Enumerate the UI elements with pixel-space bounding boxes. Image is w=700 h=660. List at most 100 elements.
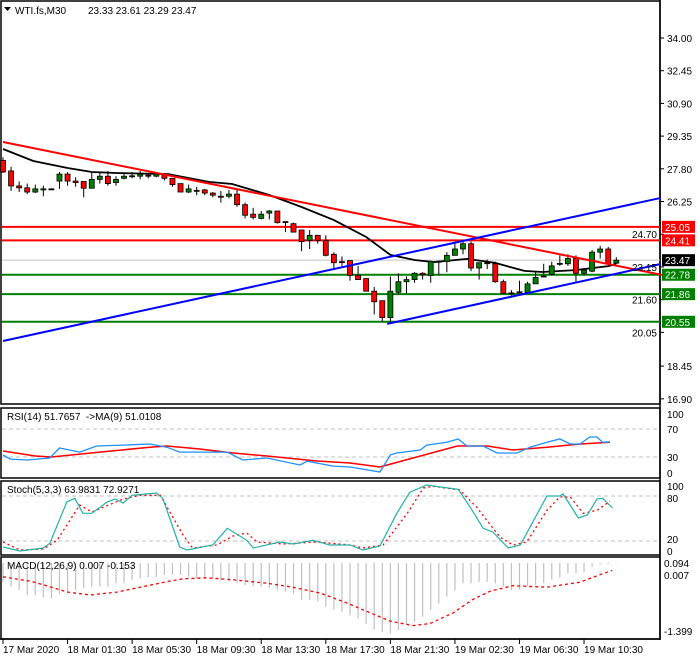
- candle: [72, 177, 79, 187]
- candle: [339, 256, 345, 266]
- stoch-main-line: [2, 484, 613, 552]
- candle: [121, 173, 127, 180]
- candle: [96, 171, 103, 184]
- candle-body: [460, 243, 466, 250]
- candle-body: [476, 262, 483, 269]
- candle: [137, 170, 144, 180]
- candle: [452, 243, 458, 256]
- candle-body: [129, 175, 136, 178]
- candle: [16, 181, 23, 193]
- candle: [597, 245, 604, 259]
- rsi-title: RSI(14) 51.7657 ->MA(9) 51.0108: [7, 412, 162, 423]
- candle-body: [105, 175, 111, 184]
- candle: [484, 259, 491, 270]
- candle: [193, 186, 200, 196]
- price-level-tag-label: 25.05: [665, 223, 690, 234]
- candle-body: [387, 290, 394, 318]
- candle: [330, 252, 337, 268]
- price-level-tag: [662, 220, 695, 233]
- candle: [274, 210, 281, 224]
- moving-average-line: [2, 148, 617, 273]
- candle: [298, 229, 305, 252]
- candle-body: [153, 173, 160, 177]
- price-axis-label: 20.05: [632, 328, 657, 339]
- candle: [201, 188, 208, 196]
- candle-body: [72, 180, 79, 183]
- price-axis-label: 21.60: [632, 296, 657, 307]
- candle-body: [298, 229, 305, 243]
- candle-body: [508, 292, 515, 295]
- candle-body: [613, 259, 620, 264]
- macd-panel[interactable]: [0, 556, 661, 640]
- candle-body: [250, 213, 257, 218]
- candle-body: [48, 188, 55, 191]
- price-axis-label: 18.45: [667, 362, 692, 373]
- macd-signal-line: [2, 569, 613, 627]
- candle-body: [355, 274, 361, 280]
- candle-body: [573, 258, 579, 274]
- candle-body: [56, 173, 63, 182]
- stoch-axis-label: 0: [667, 547, 673, 558]
- trendline: [2, 141, 663, 276]
- macd-axis-label: 0.007: [664, 571, 689, 582]
- candle-body: [395, 281, 402, 293]
- candle-body: [121, 175, 127, 179]
- time-axis-label: 17 Mar 2020: [3, 645, 60, 656]
- stoch-axis-label: 80: [667, 494, 679, 505]
- candle: [314, 234, 321, 244]
- candle: [282, 221, 289, 233]
- current-price-tag: [662, 254, 695, 267]
- candle-body: [314, 234, 321, 241]
- time-axis-label: 19 Mar 06:30: [519, 645, 578, 656]
- candle: [80, 181, 87, 198]
- candle: [379, 300, 386, 322]
- trendline: [386, 263, 661, 325]
- stoch-title: Stoch(5,3,3) 63.9831 72.9271: [7, 485, 140, 496]
- candle-body: [113, 178, 119, 183]
- candle-body: [581, 269, 587, 274]
- candle-body: [169, 177, 176, 186]
- main-price-panel[interactable]: [0, 0, 661, 405]
- candle-body: [419, 272, 426, 276]
- candle: [8, 166, 14, 191]
- candle: [258, 211, 265, 220]
- candle: [476, 262, 483, 280]
- candle-body: [548, 265, 555, 275]
- candle-body: [258, 213, 265, 219]
- price-axis-label: 34.00: [667, 34, 692, 45]
- price-level-tag: [662, 288, 695, 301]
- candle-body: [322, 240, 329, 256]
- rsi-panel[interactable]: [0, 407, 661, 479]
- candle: [605, 246, 612, 265]
- candle: [169, 177, 176, 187]
- candle-body: [524, 283, 531, 293]
- candle: [492, 261, 499, 283]
- candle-body: [40, 188, 47, 191]
- time-axis-label: 18 Mar 21:30: [390, 645, 449, 656]
- time-axis-label: 18 Mar 09:30: [197, 645, 256, 656]
- candle-body: [371, 290, 378, 303]
- candle: [113, 176, 119, 186]
- triangle-down-icon[interactable]: [4, 7, 11, 11]
- price-level-tag-label: 21.86: [665, 290, 690, 301]
- candle: [177, 183, 184, 193]
- candle: [64, 171, 71, 186]
- candle-body: [64, 173, 71, 182]
- candle: [88, 173, 95, 189]
- candle: [129, 171, 136, 179]
- candle: [48, 188, 55, 191]
- candle-body: [145, 174, 152, 177]
- candle-body: [217, 195, 224, 198]
- candle-body: [379, 300, 386, 318]
- candle: [105, 170, 111, 186]
- candle: [185, 184, 192, 194]
- candle-body: [137, 173, 144, 177]
- candle: [32, 184, 39, 194]
- candle-body: [209, 192, 216, 196]
- candle: [524, 281, 531, 294]
- candle: [540, 263, 547, 278]
- candle: [363, 278, 370, 292]
- rsi-ma-line: [2, 441, 610, 468]
- candle-body: [605, 248, 612, 265]
